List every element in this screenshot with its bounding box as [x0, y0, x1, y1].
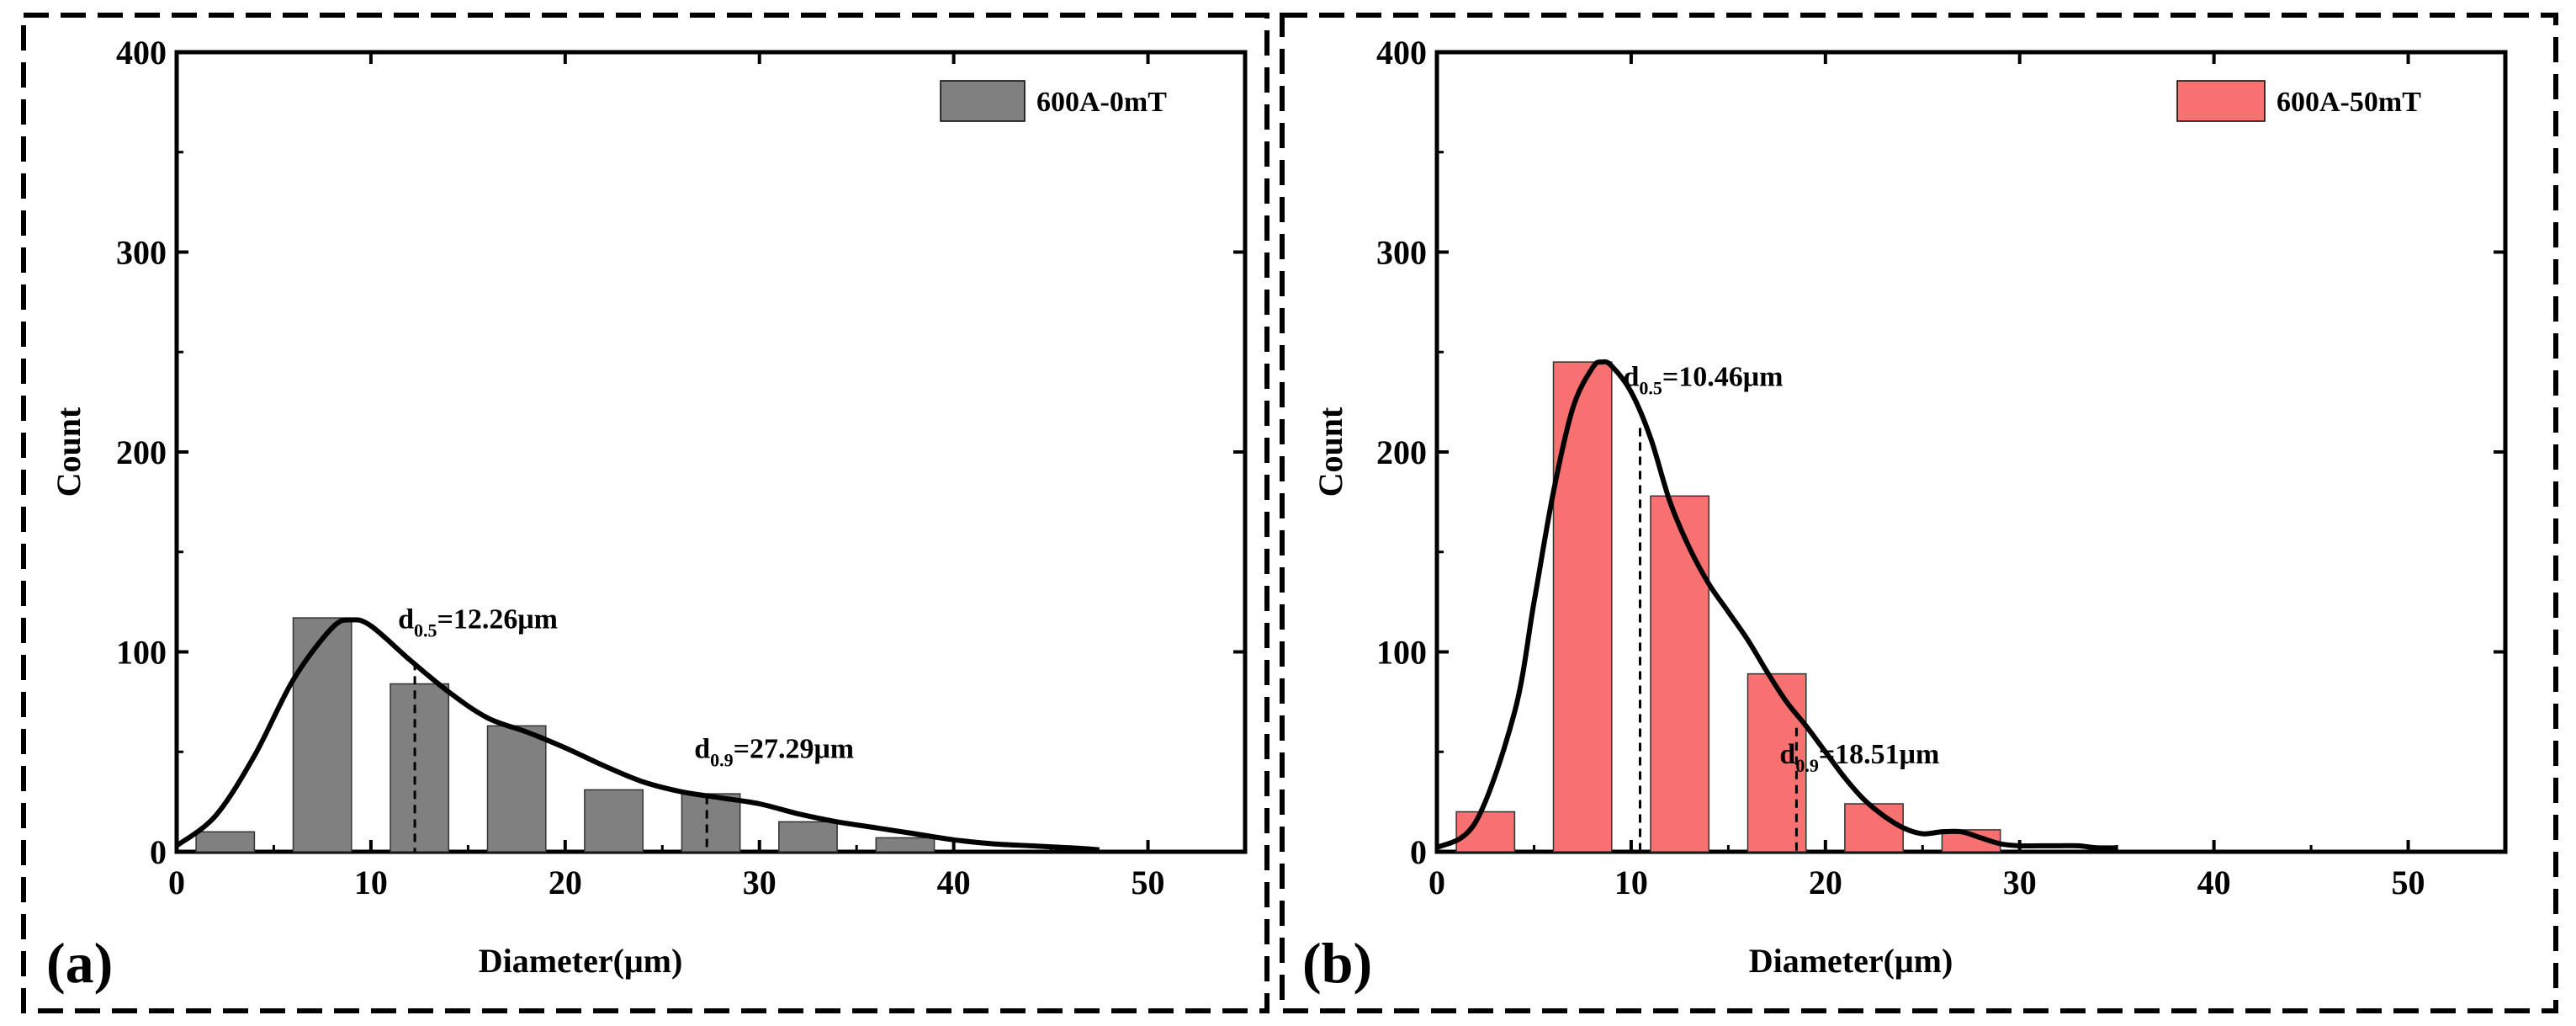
panel-a-bars	[195, 617, 936, 853]
panel-b-ytick-label-4: 400	[1376, 34, 1427, 72]
panel-a: d0.5=12.26μm d0.9=27.29μm 0 10 20 30 40 50 0 10…	[21, 13, 1269, 1013]
panel-a-dashed-frame	[21, 13, 1269, 1013]
panel-a-bar-5	[681, 793, 741, 853]
panel-a-xtick-label-5: 50	[1132, 864, 1165, 901]
panel-a-legend-label: 600A-0mT	[1036, 87, 1167, 118]
panel-a-bar-6	[778, 821, 838, 853]
panel-b-bar-4	[1844, 803, 1904, 853]
panel-b-ytick-label-2: 200	[1376, 433, 1427, 471]
panel-b-annotations: d0.5=10.46μm d0.9=18.51μm	[1624, 362, 1939, 852]
panel-a-label: (a)	[46, 931, 113, 995]
panel-b-fit-curve-group	[1435, 359, 2118, 851]
panel-b-xtick-label-5: 50	[2392, 864, 2425, 901]
panel-b-bar-0	[1455, 811, 1516, 853]
panel-b-dashed-frame	[1280, 13, 2558, 1013]
panel-b-ytick-label-3: 300	[1376, 234, 1427, 272]
panel-b-legend-swatch	[2176, 80, 2266, 122]
panel-b-x-axis-label: Diameter(μm)	[1749, 942, 1953, 980]
panel-a-bar-4	[584, 789, 644, 853]
panel-b-xtick-label-2: 20	[1809, 864, 1842, 901]
panel-b-xtick-label-1: 10	[1614, 864, 1648, 901]
panel-a-fit-curve	[175, 617, 1100, 853]
panel-b-y-axis-label: Count	[1312, 407, 1349, 497]
panel-a-bar-3	[486, 725, 547, 853]
panel-a-legend-swatch	[940, 80, 1026, 122]
panel-b: d0.5=10.46μm d0.9=18.51μm 0 10 20 30 40 50 0 10…	[1280, 13, 2558, 1013]
panel-b-anno-label-0: d0.5=10.46μm	[1624, 362, 1784, 399]
panel-a-ytick-label-1: 100	[116, 634, 167, 672]
panel-a-xtick-label-1: 10	[354, 864, 388, 901]
panel-a-xtick-label-4: 40	[937, 864, 971, 901]
panel-a-x-axis-label: Diameter(μm)	[479, 942, 683, 980]
panel-b-bar-2	[1650, 495, 1710, 853]
panel-a-xtick-label-3: 30	[743, 864, 777, 901]
panel-a-xtick-label-2: 20	[549, 864, 582, 901]
panel-b-legend: 600A-50mT	[2176, 80, 2421, 122]
panel-a-xtick-label-0: 0	[168, 864, 185, 901]
panel-a-x-ticks: 0 10 20 30 40 50	[168, 52, 1165, 901]
panel-b-bar-1	[1552, 361, 1613, 853]
panel-a-bar-0	[195, 831, 256, 853]
panel-b-legend-label: 600A-50mT	[2277, 87, 2421, 118]
panel-b-bars	[1455, 361, 2001, 853]
panel-a-y-axis-label: Count	[50, 407, 87, 497]
panel-a-legend: 600A-0mT	[940, 80, 1167, 122]
panel-b-ytick-label-1: 100	[1376, 634, 1427, 672]
panel-b-xtick-label-0: 0	[1428, 864, 1445, 901]
panel-b-xtick-label-4: 40	[2197, 864, 2231, 901]
panel-a-ytick-label-4: 400	[116, 34, 167, 72]
panel-b-label: (b)	[1302, 931, 1372, 995]
panel-a-bar-7	[875, 837, 936, 853]
panel-a-anno-label-0: d0.5=12.26μm	[398, 603, 558, 641]
panel-b-x-ticks: 0 10 20 30 40 50	[1428, 52, 2425, 901]
panel-a-bar-2	[390, 683, 450, 853]
panel-b-xtick-label-3: 30	[2003, 864, 2037, 901]
panel-a-annotations: d0.5=12.26μm d0.9=27.29μm	[398, 603, 854, 852]
panel-b-anno-label-1: d0.9=18.51μm	[1779, 739, 1939, 776]
panel-a-fit-curve-group	[175, 617, 1100, 853]
panel-b-fit-curve	[1435, 359, 2118, 851]
panel-a-anno-label-1: d0.9=27.29μm	[694, 734, 854, 771]
panel-b-ytick-label-0: 0	[1410, 833, 1427, 871]
panel-a-ytick-label-2: 200	[116, 433, 167, 471]
panel-b-y-ticks: 0 100 200 300 400	[1376, 34, 2505, 871]
panel-a-ytick-label-3: 300	[116, 234, 167, 272]
panel-a-ytick-label-0: 0	[150, 833, 167, 871]
panel-a-bar-1	[292, 617, 352, 853]
panel-a-y-ticks: 0 100 200 300 400	[116, 34, 1245, 871]
